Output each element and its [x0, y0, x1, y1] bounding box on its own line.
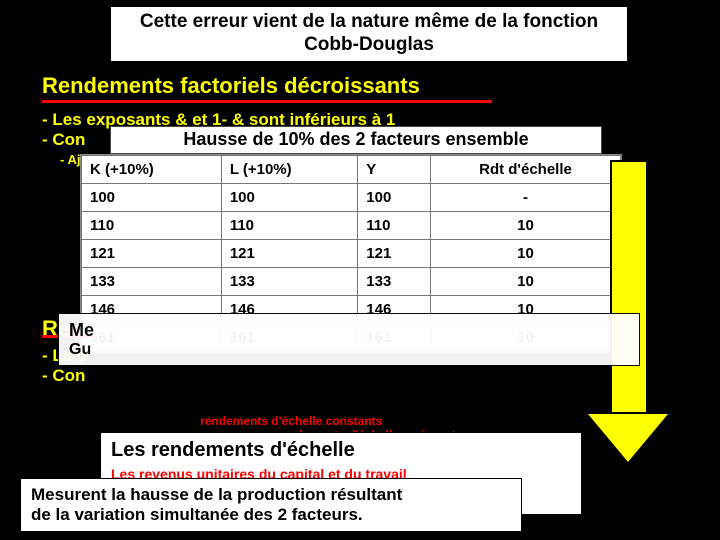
ghost-right-r: 1: [632, 398, 692, 418]
table-cell: -: [431, 184, 621, 212]
ghost-right-r: 2, 07: [632, 478, 692, 498]
ghost-right-r: 3: [632, 438, 692, 458]
ghost-right-l: 6, 9: [562, 378, 612, 398]
table-cell: 121: [221, 240, 357, 268]
table-cell: 133: [358, 268, 431, 296]
table-header-row: K (+10%) L (+10%) Y Rdt d'échelle: [82, 156, 621, 184]
ghost-right-row: 6, 7 1: [562, 398, 692, 418]
line-con: - Con: [42, 130, 85, 150]
caption-hausse: Hausse de 10% des 2 facteurs ensemble: [110, 126, 602, 154]
th-y: Y: [358, 156, 431, 184]
table-cell: 10: [431, 268, 621, 296]
table-cell: 10: [431, 240, 621, 268]
table-cell: 110: [221, 212, 357, 240]
th-k: K (+10%): [82, 156, 222, 184]
table-cell: 121: [82, 240, 222, 268]
ghost-right-r: [632, 378, 692, 398]
line-augmente-prod: - Augmente la production :: [60, 400, 212, 414]
popup-mesurent: Mesurent la hausse de la production résu…: [20, 478, 522, 532]
heading-rendements-factoriels: Rendements factoriels décroissants: [42, 73, 420, 99]
ghost-cell: 107: [350, 382, 460, 402]
ghost-right-r: [632, 418, 692, 438]
line8-prefix: - À la même vitesse :: [78, 414, 200, 428]
table-cell: 100: [358, 184, 431, 212]
table-cell: 100: [82, 184, 222, 212]
popupA-me: Me: [69, 320, 629, 341]
table-row: 11011011010: [82, 212, 621, 240]
ghost-right-l: 6, 7: [562, 398, 612, 418]
table-cell: 10: [431, 212, 621, 240]
title-text: Cette erreur vient de la nature même de …: [140, 11, 598, 55]
line-meme-vitesse: - À la même vitesse : rendements d'échel…: [78, 414, 382, 428]
popupC-l2: de la variation simultanée des 2 facteur…: [31, 505, 363, 524]
table-cell: 100: [221, 184, 357, 212]
underline-1: [42, 100, 492, 103]
table-cell: 110: [358, 212, 431, 240]
line-con2: - Con: [42, 366, 85, 386]
table-cell: 133: [221, 268, 357, 296]
table-cell: 121: [358, 240, 431, 268]
note-glyph-2: ♫: [16, 317, 33, 343]
table-row: 100100100-: [82, 184, 621, 212]
th-rdt: Rdt d'échelle: [431, 156, 621, 184]
line-augmenter: - Augmenter les 2 facteurs d'un même mon…: [60, 386, 327, 400]
table-cell: 133: [82, 268, 222, 296]
note-glyph-1: ♫: [16, 74, 33, 100]
table-row: 12112112110: [82, 240, 621, 268]
line8-red: rendements d'échelle constants: [200, 414, 382, 428]
popupA-gu: Gu: [69, 341, 629, 359]
popupC-l1: Mesurent la hausse de la production résu…: [31, 485, 402, 504]
big-rdt-text: Les rendements d'échelle: [111, 439, 355, 461]
table-cell: 110: [82, 212, 222, 240]
table-row: 13313313310: [82, 268, 621, 296]
popup-mesure: Me Gu: [58, 313, 640, 366]
ghost-right-row: 6, 9: [562, 378, 692, 398]
caption-text: Hausse de 10% des 2 facteurs ensemble: [183, 129, 528, 149]
title-box: Cette erreur vient de la nature même de …: [110, 6, 628, 62]
th-l: L (+10%): [221, 156, 357, 184]
ghost-right-r: 5: [632, 458, 692, 478]
